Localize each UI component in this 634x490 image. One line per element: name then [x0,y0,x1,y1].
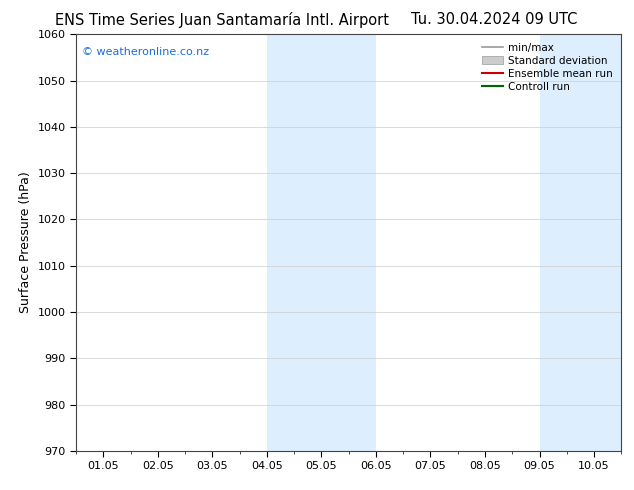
Y-axis label: Surface Pressure (hPa): Surface Pressure (hPa) [19,172,32,314]
Text: © weatheronline.co.nz: © weatheronline.co.nz [82,47,209,57]
Legend: min/max, Standard deviation, Ensemble mean run, Controll run: min/max, Standard deviation, Ensemble me… [479,40,616,95]
Text: Tu. 30.04.2024 09 UTC: Tu. 30.04.2024 09 UTC [411,12,578,27]
Bar [540,34,621,451]
Text: ENS Time Series Juan Santamaría Intl. Airport: ENS Time Series Juan Santamaría Intl. Ai… [55,12,389,28]
Bar [267,34,376,451]
